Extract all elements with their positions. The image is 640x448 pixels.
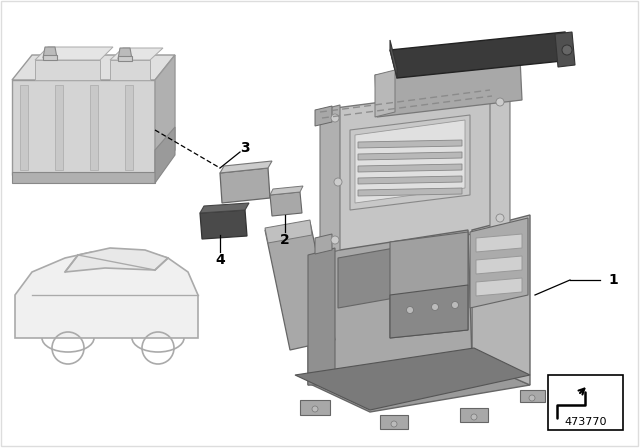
Polygon shape [200, 203, 249, 213]
Polygon shape [520, 390, 545, 402]
Polygon shape [490, 82, 510, 230]
Polygon shape [118, 48, 132, 59]
Polygon shape [375, 70, 395, 117]
Polygon shape [358, 188, 462, 196]
Polygon shape [90, 85, 98, 170]
Polygon shape [265, 220, 312, 243]
Circle shape [431, 303, 438, 310]
Polygon shape [460, 408, 488, 422]
Polygon shape [15, 250, 198, 338]
Polygon shape [390, 40, 397, 78]
Circle shape [406, 306, 413, 314]
Polygon shape [155, 55, 175, 175]
Polygon shape [555, 32, 575, 67]
Polygon shape [35, 47, 113, 60]
Polygon shape [155, 127, 175, 183]
Circle shape [331, 114, 339, 122]
Polygon shape [220, 168, 270, 203]
Polygon shape [355, 120, 465, 203]
Polygon shape [390, 232, 468, 338]
Circle shape [471, 414, 477, 420]
Polygon shape [55, 85, 63, 170]
Text: 1: 1 [608, 273, 618, 287]
Polygon shape [118, 56, 132, 61]
Circle shape [391, 421, 397, 427]
FancyBboxPatch shape [548, 375, 623, 430]
Polygon shape [12, 80, 155, 175]
Polygon shape [358, 140, 462, 148]
Circle shape [331, 236, 339, 244]
Polygon shape [12, 172, 155, 183]
Polygon shape [300, 400, 330, 415]
Circle shape [529, 395, 535, 401]
Polygon shape [220, 161, 272, 173]
Circle shape [496, 98, 504, 106]
Circle shape [334, 178, 342, 186]
Polygon shape [295, 348, 530, 410]
Polygon shape [270, 186, 303, 195]
Polygon shape [125, 85, 133, 170]
Polygon shape [110, 48, 163, 60]
Polygon shape [390, 285, 468, 338]
Polygon shape [265, 222, 335, 350]
Polygon shape [472, 215, 530, 385]
Polygon shape [12, 55, 175, 80]
Polygon shape [110, 60, 150, 80]
Text: 4: 4 [215, 253, 225, 267]
Polygon shape [20, 85, 28, 170]
Circle shape [562, 45, 572, 55]
Polygon shape [200, 210, 247, 239]
Text: 2: 2 [280, 233, 290, 247]
Polygon shape [358, 164, 462, 172]
Polygon shape [358, 152, 462, 160]
Polygon shape [338, 235, 468, 308]
Polygon shape [350, 115, 470, 210]
Polygon shape [476, 256, 522, 274]
Polygon shape [270, 192, 302, 216]
Circle shape [451, 302, 458, 309]
Polygon shape [380, 415, 408, 429]
Polygon shape [315, 106, 332, 126]
Polygon shape [390, 32, 572, 78]
Polygon shape [308, 358, 530, 412]
Polygon shape [43, 55, 57, 60]
Text: 3: 3 [240, 141, 250, 155]
Polygon shape [308, 230, 472, 385]
Polygon shape [315, 234, 332, 254]
Polygon shape [476, 234, 522, 252]
Polygon shape [375, 58, 522, 117]
Polygon shape [320, 105, 340, 255]
Polygon shape [358, 176, 462, 184]
Circle shape [312, 406, 318, 412]
Polygon shape [476, 278, 522, 296]
Text: 473770: 473770 [564, 417, 607, 427]
Polygon shape [65, 248, 168, 272]
Polygon shape [308, 248, 335, 385]
Polygon shape [320, 88, 500, 255]
Polygon shape [43, 47, 57, 58]
Polygon shape [35, 60, 100, 80]
Circle shape [496, 214, 504, 222]
Polygon shape [470, 218, 528, 308]
